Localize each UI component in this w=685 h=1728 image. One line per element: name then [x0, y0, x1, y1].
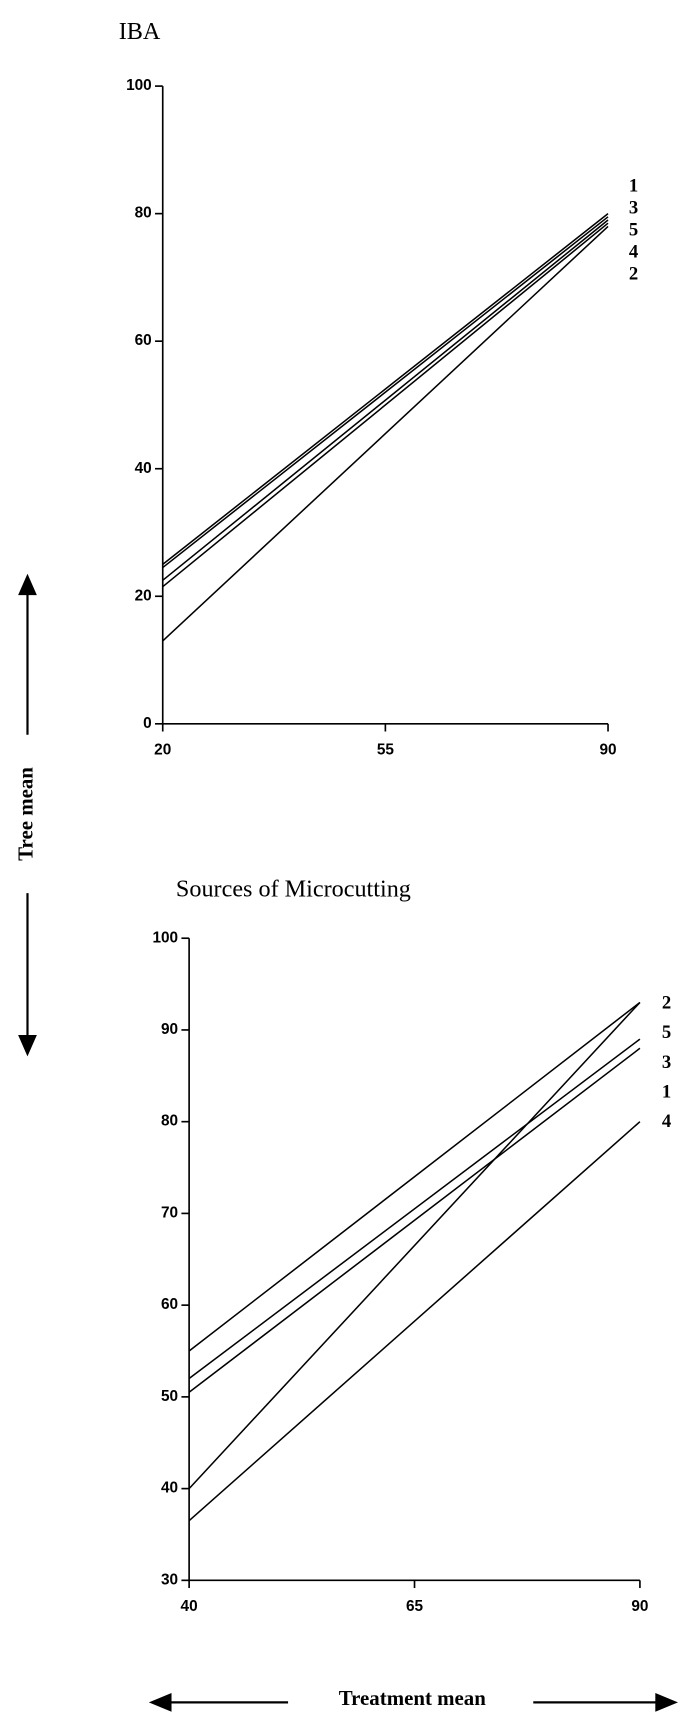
series-line	[188, 1001, 641, 1490]
x-tick-label: 55	[377, 741, 395, 758]
series-label: 1	[662, 1082, 671, 1103]
y-tick-label: 90	[161, 1021, 178, 1038]
y-tick-label: 100	[152, 929, 178, 946]
x-axis-label: Treatment mean	[339, 1686, 486, 1710]
x-tick-label: 90	[631, 1598, 648, 1615]
y-tick-label: 20	[135, 587, 152, 604]
y-axis-label: Tree mean	[13, 767, 37, 861]
chart-title: Sources of Microcutting	[176, 875, 411, 902]
series-label: 5	[629, 220, 638, 241]
x-tick-label: 20	[154, 741, 171, 758]
series-line	[188, 1047, 641, 1393]
y-tick-label: 50	[161, 1388, 178, 1405]
y-tick-label: 100	[126, 77, 152, 94]
series-line	[162, 222, 609, 588]
series-label: 4	[629, 242, 638, 263]
x-axis-arrow	[148, 1693, 678, 1712]
y-axis-arrow	[18, 573, 37, 1057]
y-tick-label: 40	[135, 460, 152, 477]
y-tick-label: 60	[161, 1296, 178, 1313]
x-tick-label: 90	[599, 741, 616, 758]
y-tick-label: 40	[161, 1480, 178, 1497]
series-line	[188, 1001, 641, 1352]
series-label: 3	[662, 1052, 671, 1073]
series-label: 3	[629, 198, 638, 219]
series-line	[188, 1121, 641, 1522]
x-tick-label: 40	[181, 1598, 198, 1615]
series-line	[162, 225, 609, 642]
y-tick-label: 70	[161, 1204, 178, 1221]
series-label: 1	[629, 176, 638, 197]
y-tick-label: 30	[161, 1571, 178, 1588]
series-label: 2	[629, 264, 638, 285]
series-line	[162, 219, 609, 581]
series-line	[162, 216, 609, 569]
series-label: 2	[662, 992, 671, 1013]
y-tick-label: 0	[143, 715, 152, 732]
y-tick-label: 60	[135, 332, 152, 349]
series-label: 4	[662, 1111, 671, 1132]
chart-title: IBA	[119, 18, 161, 45]
y-tick-label: 80	[161, 1113, 178, 1130]
x-tick-label: 65	[406, 1598, 424, 1615]
y-tick-label: 80	[135, 205, 152, 222]
series-line	[188, 1038, 641, 1380]
series-label: 5	[662, 1022, 671, 1043]
series-line	[162, 213, 609, 565]
